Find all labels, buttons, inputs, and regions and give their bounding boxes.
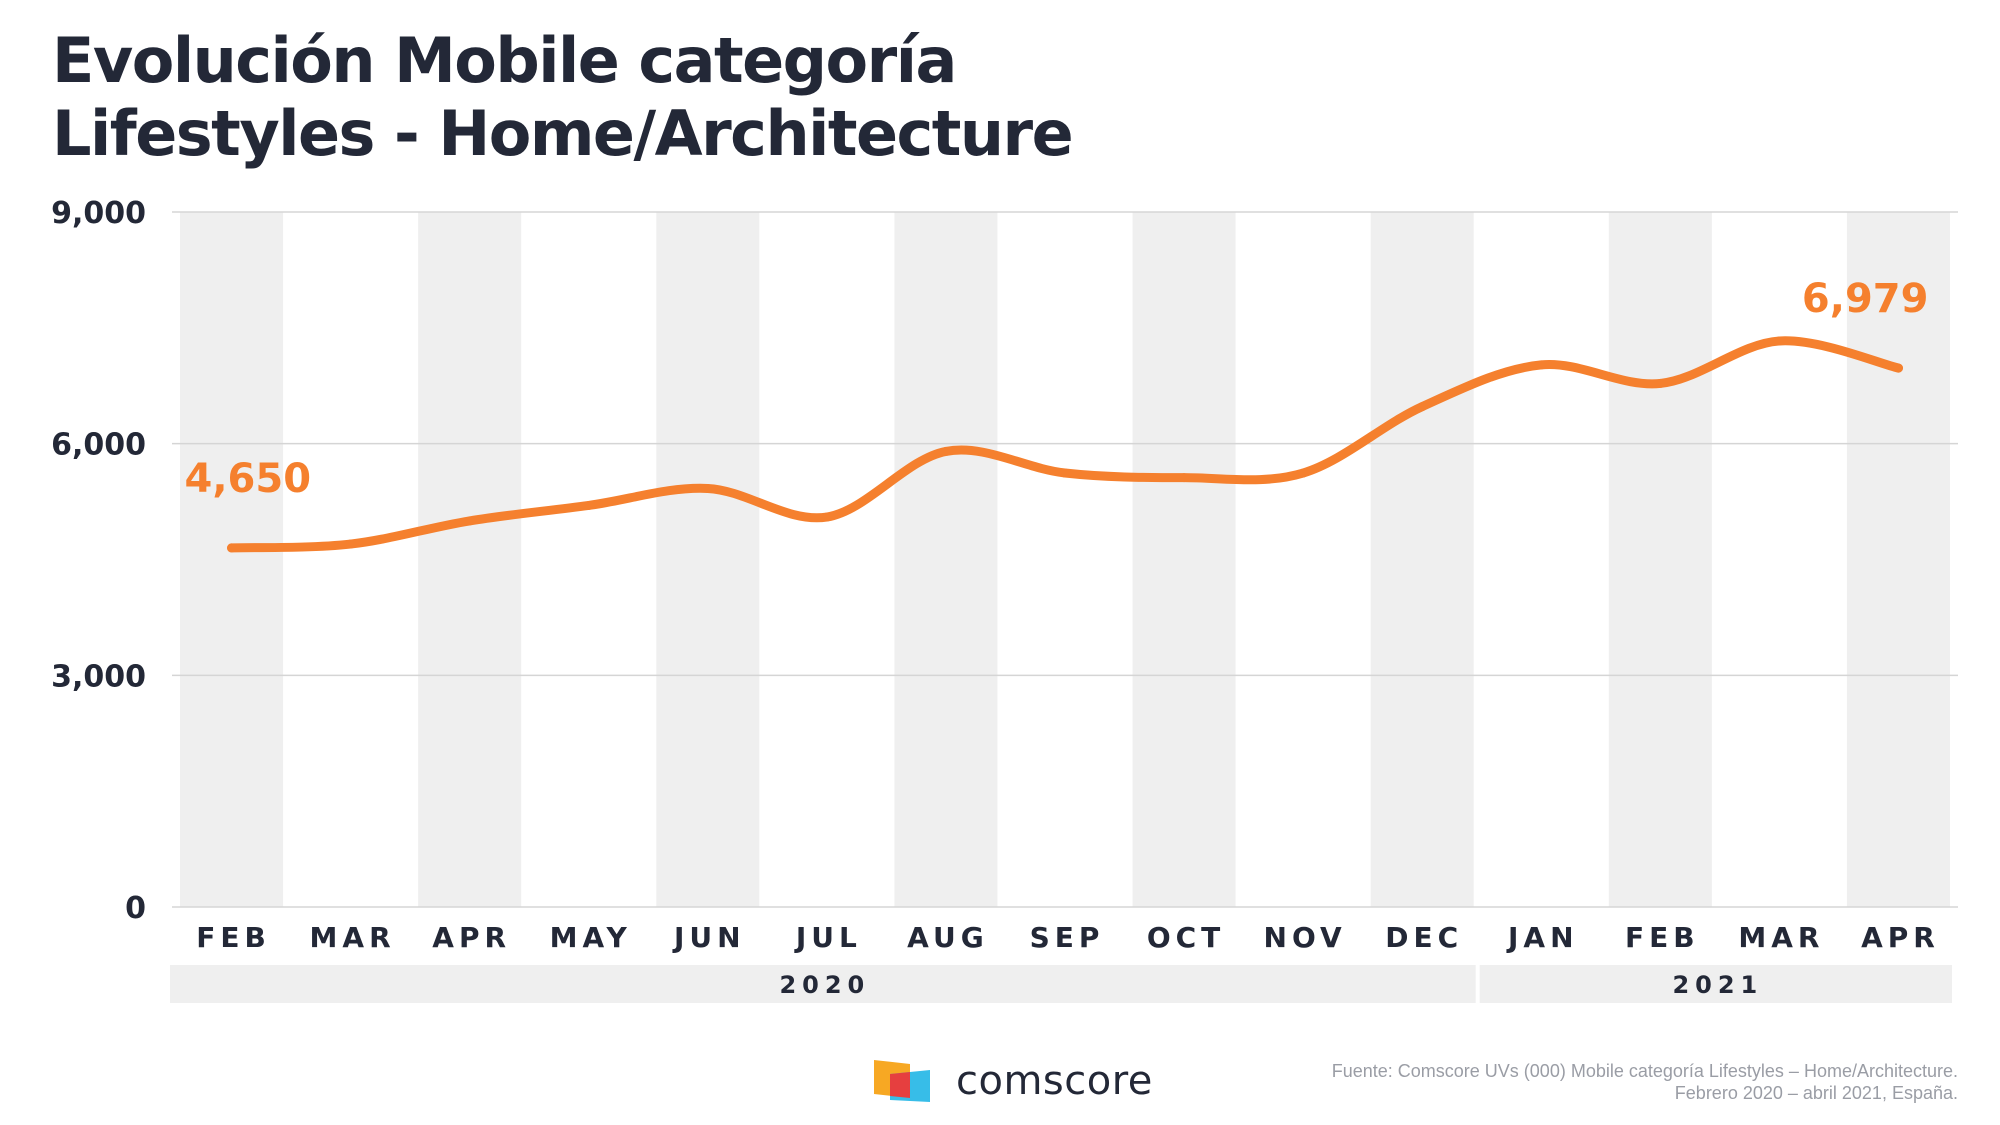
data-point [1893, 363, 1903, 373]
x-tick-label: OCT [1147, 921, 1225, 954]
gridlines [172, 211, 1958, 908]
x-tick-label: MAY [550, 921, 632, 954]
x-tick-label: MAR [1738, 921, 1824, 954]
source-line-2: Febrero 2020 – abril 2021, España. [1674, 1083, 1958, 1103]
year-group-bar [1479, 965, 1952, 1003]
data-label: 4,650 [185, 456, 312, 502]
year-groups: 2020 2021 [170, 965, 1952, 1003]
line-chart: 9,000 6,000 3,000 0 FEB MAR APR MAY JUN JUL AUG SE… [51, 196, 1958, 1003]
column-band [1132, 212, 1236, 907]
data-point [1655, 378, 1665, 388]
x-tick-label: AUG [907, 921, 989, 954]
y-tick-label: 0 [125, 891, 146, 926]
data-labels: 4,650 6,979 [185, 276, 1929, 502]
x-tick-label: JUN [672, 921, 746, 954]
column-bands [180, 212, 1950, 907]
data-point [941, 446, 951, 456]
column-band [894, 212, 998, 907]
x-tick-label: SEP [1030, 921, 1105, 954]
data-point [1179, 473, 1189, 483]
year-group-label: 2021 [1672, 971, 1763, 999]
data-point [1536, 360, 1546, 370]
y-tick-label: 6,000 [51, 428, 146, 463]
source-note: Fuente: Comscore UVs (000) Mobile catego… [1332, 1060, 1958, 1104]
y-tick-label: 9,000 [51, 196, 146, 231]
data-point [1417, 402, 1427, 412]
source-line-1: Fuente: Comscore UVs (000) Mobile catego… [1331, 1061, 1958, 1081]
data-point [465, 516, 475, 526]
page-title: Evolución Mobile categoría Lifestyles - … [52, 24, 1074, 170]
column-band [180, 212, 284, 907]
data-point [1060, 468, 1070, 478]
data-point [1298, 468, 1308, 478]
column-band [1846, 212, 1950, 907]
data-point [1774, 336, 1784, 346]
column-band [1608, 212, 1712, 907]
series-line [227, 336, 1903, 553]
y-tick-label: 3,000 [51, 659, 146, 694]
data-label: 6,979 [1802, 276, 1929, 322]
x-axis-ticks: FEB MAR APR MAY JUN JUL AUG SEP OCT NOV DEC JAN FEB M… [196, 921, 1940, 954]
title-line-2: Lifestyles - Home/Architecture [52, 97, 1074, 170]
data-point [346, 539, 356, 549]
data-point [584, 500, 594, 510]
year-group-bar [170, 965, 1476, 1003]
data-point [822, 512, 832, 522]
x-tick-label: MAR [310, 921, 396, 954]
column-band [1370, 212, 1474, 907]
brand-name: comscore [956, 1058, 1153, 1104]
x-tick-label: APR [432, 921, 511, 954]
x-tick-label: NOV [1264, 921, 1347, 954]
x-tick-label: FEB [1625, 921, 1700, 954]
x-tick-label: JUL [794, 921, 862, 954]
data-point [703, 483, 713, 493]
data-point [227, 543, 237, 553]
column-band [418, 212, 522, 907]
comscore-logo: comscore [872, 1058, 1153, 1104]
comscore-logo-icon [874, 1060, 930, 1102]
x-tick-label: APR [1861, 921, 1940, 954]
column-band [656, 212, 760, 907]
title-line-1: Evolución Mobile categoría [52, 24, 957, 97]
x-tick-label: DEC [1385, 921, 1463, 954]
x-tick-label: JAN [1506, 921, 1579, 954]
y-axis-ticks: 9,000 6,000 3,000 0 [51, 196, 146, 926]
year-group-label: 2020 [779, 971, 870, 999]
x-tick-label: FEB [196, 921, 271, 954]
